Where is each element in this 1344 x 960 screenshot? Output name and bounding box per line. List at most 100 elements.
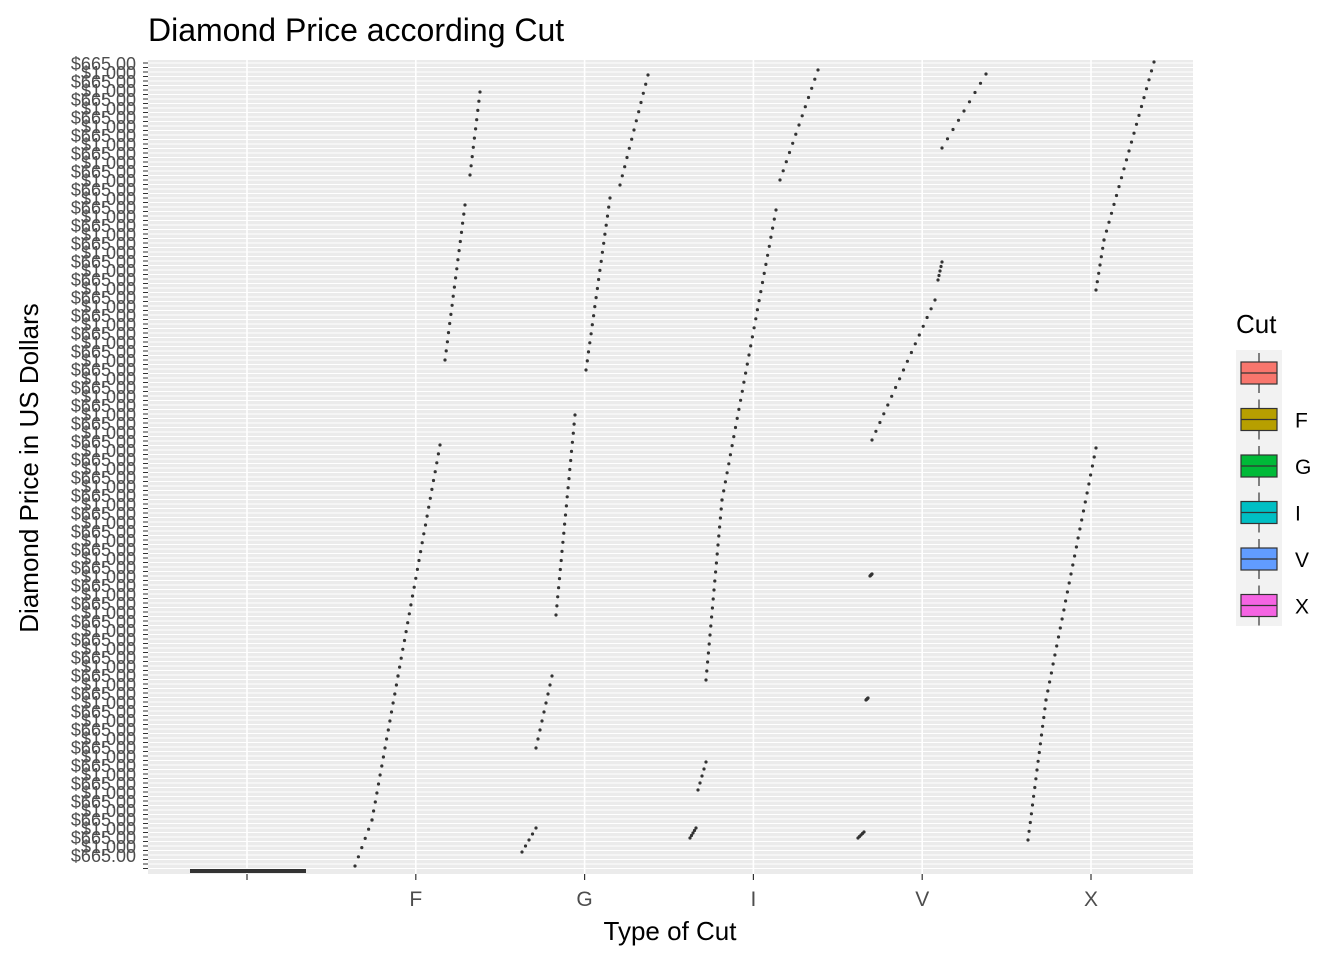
outlier-point-I: [723, 480, 728, 484]
data-marks: [190, 60, 1156, 873]
outlier-point-I: [752, 326, 756, 330]
y-tick-label: $665.00: [71, 396, 136, 416]
outlier-point-I: [767, 244, 771, 248]
outlier-point-G: [603, 232, 607, 236]
outlier-point-X: [1109, 211, 1114, 215]
outlier-point-X: [1114, 193, 1119, 198]
outlier-point-X: [1064, 599, 1068, 603]
outlier-point-V: [940, 260, 944, 264]
outlier-point-X: [1065, 590, 1069, 594]
outlier-point-F: [469, 164, 473, 168]
outlier-point-I: [698, 781, 702, 785]
outlier-point-X: [1046, 689, 1050, 693]
y-tick-label: $665.00: [71, 234, 136, 254]
outlier-point-G: [586, 350, 591, 354]
outlier-point-F: [396, 674, 400, 678]
y-tick-label: $665.00: [71, 198, 136, 218]
outlier-point-I: [810, 86, 814, 90]
outlier-point-F: [436, 452, 440, 456]
outlier-point-G: [569, 458, 573, 463]
y-tick-label: $665.00: [71, 252, 136, 272]
outlier-point-I: [747, 353, 751, 357]
outlier-point-F: [471, 145, 475, 149]
y-tick-label: $665.00: [71, 828, 136, 848]
outlier-point-G: [569, 449, 574, 453]
outlier-point-F: [444, 349, 448, 353]
outlier-point-F: [452, 285, 456, 289]
outlier-point-G: [540, 719, 544, 723]
outlier-point-G: [639, 100, 643, 105]
y-tick-label: $1,000: [81, 351, 136, 371]
outlier-point-G: [546, 692, 550, 696]
outlier-point-X: [1026, 838, 1030, 842]
outlier-point-G: [594, 296, 598, 300]
outlier-point-G: [563, 522, 567, 526]
outlier-point-I: [791, 141, 795, 145]
outlier-point-V: [925, 315, 929, 320]
outlier-point-G: [544, 701, 548, 705]
outlier-point-I: [735, 416, 739, 420]
outlier-point-G: [527, 838, 531, 842]
legend-label: G: [1295, 456, 1311, 479]
outlier-point-X: [1069, 572, 1073, 576]
outlier-point-G: [605, 214, 610, 218]
outlier-point-X: [1051, 662, 1055, 666]
legend-keys-bg: [1236, 350, 1282, 626]
outlier-point-V: [967, 100, 972, 104]
outlier-point-V: [917, 333, 921, 337]
outlier-point-F: [406, 621, 410, 625]
outlier-point-G: [557, 586, 561, 590]
outlier-point-I: [719, 507, 723, 511]
outlier-point-V: [905, 359, 910, 363]
outlier-point-I: [725, 471, 729, 475]
outlier-point-G: [534, 826, 538, 830]
outlier-point-I: [760, 280, 765, 285]
y-tick-label: $1,000: [81, 297, 136, 317]
outlier-point-X: [1144, 87, 1149, 91]
outlier-point-V: [938, 269, 942, 273]
outlier-point-V: [901, 368, 906, 372]
outlier-point-F: [461, 221, 465, 225]
y-tick-label: $1,000: [81, 801, 136, 821]
outlier-point-F: [477, 99, 481, 103]
outlier-point-V: [929, 307, 933, 311]
outlier-point-G: [534, 746, 538, 750]
y-tick-label: $665.00: [71, 504, 136, 524]
outlier-point-F: [419, 550, 423, 554]
outlier-point-X: [1124, 158, 1129, 162]
outlier-point-F: [463, 203, 467, 207]
outlier-point-G: [592, 314, 596, 318]
y-tick-label: $1,000: [81, 171, 136, 191]
outlier-point-I: [774, 208, 778, 212]
outlier-point-V: [870, 572, 874, 576]
outlier-point-F: [360, 846, 364, 850]
outlier-point-F: [430, 487, 434, 491]
outlier-point-X: [1112, 202, 1116, 206]
outlier-point-G: [565, 495, 569, 499]
outlier-point-F: [431, 478, 436, 483]
outlier-point-F: [399, 656, 403, 660]
y-tick-label: $665.00: [71, 630, 136, 650]
outlier-point-I: [689, 833, 694, 838]
outlier-point-I: [708, 633, 712, 637]
y-tick-label: $665.00: [71, 576, 136, 596]
y-tick-label: $1,000: [81, 153, 136, 173]
outlier-point-X: [1142, 96, 1146, 100]
outlier-point-G: [554, 613, 558, 617]
y-axis-title: Diamond Price in US Dollars: [14, 303, 44, 632]
y-tick-label: $1,000: [81, 567, 136, 587]
y-tick-label: $665.00: [71, 648, 136, 668]
x-tick-label: F: [409, 888, 422, 911]
outlier-point-G: [555, 604, 559, 608]
y-tick-label: $665.00: [71, 432, 136, 452]
x-tick-label: X: [1084, 888, 1098, 911]
outlier-point-G: [644, 82, 648, 86]
outlier-point-F: [378, 773, 382, 777]
outlier-point-I: [710, 615, 714, 619]
outlier-point-I: [722, 489, 726, 493]
outlier-point-F: [381, 755, 385, 759]
outlier-point-I: [784, 160, 788, 164]
outlier-point-F: [454, 276, 458, 280]
outlier-point-V: [913, 342, 917, 346]
outlier-point-X: [1042, 715, 1046, 720]
